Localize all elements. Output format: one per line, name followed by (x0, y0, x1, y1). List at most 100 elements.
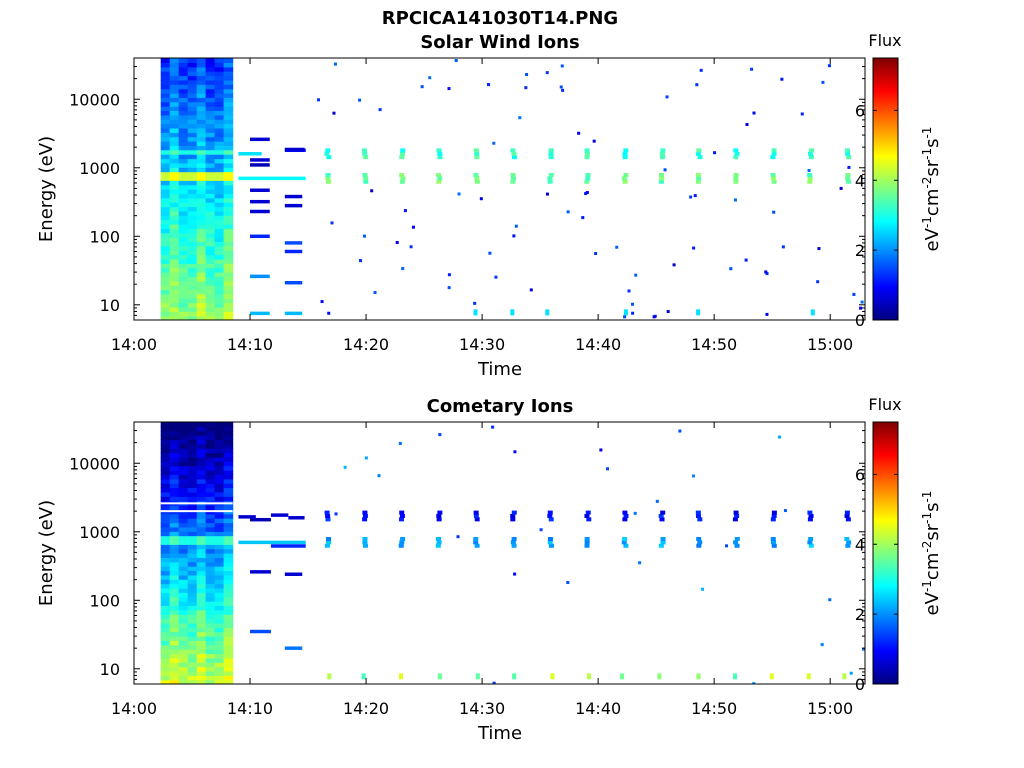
heat-cell (187, 526, 198, 532)
heat-cell (436, 172, 442, 178)
heat-cell (852, 292, 856, 296)
heat-cell (205, 237, 216, 242)
heat-cell (807, 172, 813, 178)
heat-cell (473, 513, 479, 518)
heat-cell (623, 309, 628, 316)
heat-cell (196, 132, 207, 138)
heat-cell (214, 228, 225, 234)
heat-cell (223, 293, 234, 299)
heat-cell (223, 180, 234, 186)
heat-cell (436, 179, 442, 184)
heat-cell (178, 258, 189, 264)
heat-cell (214, 280, 225, 286)
heat-cell (214, 496, 225, 502)
heat-cell (524, 86, 528, 90)
heat-cell (169, 548, 180, 554)
heat-cell (214, 193, 225, 199)
heat-cell (781, 245, 785, 249)
heat-cell (332, 111, 336, 115)
heat-cell (284, 241, 303, 245)
heat-cell (187, 666, 198, 672)
heat-cell (187, 579, 198, 585)
heat-cell (807, 151, 813, 156)
heat-cell (658, 179, 664, 184)
heat-cell (729, 267, 733, 271)
heat-cell (160, 66, 171, 72)
heat-cell (205, 666, 216, 672)
heat-cell (223, 670, 234, 676)
heat-cell (187, 311, 198, 317)
heat-cell (324, 151, 330, 156)
heat-cell (250, 517, 271, 522)
heat-cell (214, 513, 225, 519)
heat-cell (160, 215, 171, 221)
heat-cell (566, 581, 570, 585)
heat-cell (178, 97, 189, 103)
heat-cell (196, 518, 207, 524)
heat-cell (847, 165, 851, 169)
heat-cell (695, 179, 701, 184)
heat-cell (777, 435, 781, 439)
heat-cell (223, 505, 234, 510)
heat-cell (695, 510, 701, 515)
heat-cell (196, 119, 207, 125)
heat-cell (214, 223, 225, 229)
heat-cell (160, 250, 171, 256)
heat-cell (223, 263, 234, 269)
heat-cell (160, 71, 171, 77)
heat-cell (733, 176, 739, 181)
heat-cell (223, 210, 234, 216)
heat-cell (223, 276, 234, 282)
heat-cell (196, 679, 207, 684)
heat-cell (223, 71, 234, 77)
heat-cell (187, 566, 198, 572)
heat-cell (214, 141, 225, 146)
heat-cell (169, 539, 180, 545)
heat-cell (160, 206, 171, 212)
heat-cell (474, 151, 480, 156)
heat-cell (223, 496, 234, 502)
heat-cell (187, 422, 198, 427)
heat-cell (196, 587, 207, 593)
heat-cell (547, 540, 553, 545)
heat-cell (160, 84, 171, 90)
heat-cell (187, 609, 198, 615)
heat-cell (473, 309, 478, 316)
heat-cell (214, 254, 225, 260)
heat-cell (169, 97, 180, 103)
heat-cell (697, 517, 703, 522)
heat-cell (733, 198, 737, 202)
heat-cell (187, 263, 198, 269)
heat-cell (223, 272, 234, 277)
heat-cell (178, 145, 189, 151)
heat-cell (187, 289, 198, 295)
heat-cell (187, 276, 198, 282)
heat-cell (169, 149, 180, 155)
heat-cell (196, 631, 207, 637)
heat-cell (362, 151, 368, 156)
heat-cell (437, 151, 443, 156)
heat-cell (622, 179, 628, 184)
heat-cell (187, 202, 198, 208)
heat-cell (196, 92, 207, 98)
heat-cell (205, 258, 216, 264)
heat-cell (205, 127, 216, 133)
heat-cell (631, 302, 635, 306)
heat-cell (539, 528, 543, 532)
heat-cell (475, 673, 480, 680)
heat-cell (169, 622, 180, 628)
heat-cell (547, 510, 553, 515)
heat-cell (223, 483, 234, 489)
heat-cell (584, 151, 590, 156)
heat-cell (678, 429, 682, 433)
heat-cell (196, 289, 207, 295)
heat-cell (214, 478, 225, 484)
heat-cell (547, 179, 553, 184)
heat-cell (807, 540, 813, 545)
heat-cell (223, 622, 234, 628)
heat-cell (187, 649, 198, 655)
heat-cell (169, 101, 180, 107)
heat-cell (178, 315, 189, 320)
heat-cell (178, 241, 189, 247)
heat-cell (214, 219, 225, 225)
